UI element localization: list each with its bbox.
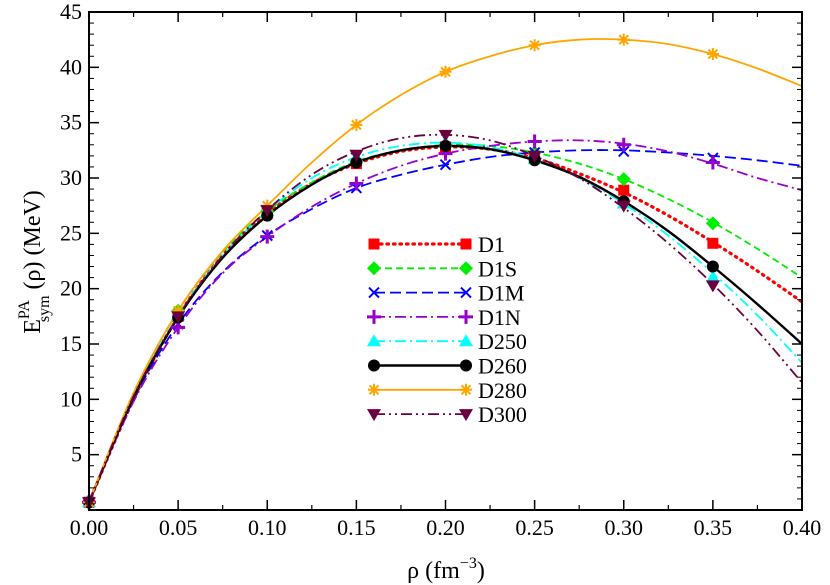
legend-marker: [367, 261, 381, 276]
legend-item-d280: D280: [368, 378, 527, 403]
series-line-d260: [89, 144, 802, 503]
y-tick-label: 15: [60, 331, 82, 356]
data-point-d280: [706, 48, 719, 61]
legend-label: D1: [478, 232, 505, 257]
x-tick-label: 0.25: [515, 515, 554, 540]
series-line-d1m: [89, 149, 802, 503]
legend-marker: [460, 383, 472, 396]
legend-item-d1: D1: [368, 232, 505, 257]
legend-marker: [459, 309, 473, 324]
data-point-d300: [349, 149, 364, 162]
legend-item-d300: D300: [367, 402, 527, 427]
y-tick-label: 25: [60, 220, 82, 245]
series-line-d1: [89, 145, 802, 504]
series-line-d250: [89, 141, 802, 503]
data-point-d1m: [439, 159, 452, 171]
y-tick-label: 10: [60, 386, 82, 411]
series-line-d300: [89, 133, 802, 503]
data-point-d1n: [616, 137, 631, 152]
data-point-d1n: [705, 155, 720, 170]
data-point-d1n: [527, 134, 542, 149]
y-tick-label: 35: [60, 110, 82, 135]
data-point-d300: [705, 280, 720, 293]
data-point-d250: [705, 270, 720, 283]
data-point-d1: [618, 184, 630, 196]
x-tick-label: 0.15: [337, 515, 376, 540]
data-point-d300: [438, 129, 453, 142]
data-point-d1n: [260, 229, 275, 244]
data-point-d300: [527, 150, 542, 163]
data-point-d280: [617, 33, 630, 46]
x-tick-label: 0.20: [426, 515, 465, 540]
y-tick-label: 45: [60, 0, 82, 24]
legend-marker: [368, 286, 380, 299]
legend-label: D280: [478, 378, 527, 403]
legend-marker: [368, 383, 380, 396]
data-point-d260: [706, 260, 719, 273]
x-tick-label: 0.30: [605, 515, 644, 540]
legend-item-d260: D260: [368, 354, 527, 379]
legend-label: D1S: [478, 256, 517, 281]
data-point-d280: [172, 304, 185, 317]
legend-label: D250: [478, 329, 527, 354]
x-tick-label: 0.05: [159, 515, 198, 540]
data-point-d1s: [616, 172, 631, 187]
legend-marker: [368, 238, 380, 250]
legend-label: D260: [478, 354, 527, 379]
y-tick-label: 5: [71, 442, 82, 467]
legend-item-d250: D250: [367, 329, 527, 354]
legend-marker: [460, 286, 472, 299]
data-point-d1: [707, 237, 719, 249]
marker-layer: [82, 33, 720, 510]
legend-item-d1n: D1N: [367, 305, 521, 330]
legend-marker: [459, 409, 473, 422]
data-point-d260: [350, 156, 363, 169]
legend-marker: [367, 334, 381, 347]
x-tick-label: 0.00: [70, 515, 109, 540]
legend-item-d1m: D1M: [368, 281, 524, 306]
data-point-d300: [616, 200, 631, 213]
legend-marker: [459, 334, 473, 347]
legend-marker: [460, 238, 472, 250]
legend-marker: [460, 359, 472, 372]
plot-frame: [88, 11, 803, 511]
y-tick-label: 30: [60, 165, 82, 190]
data-point-d280: [350, 118, 363, 131]
x-axis-label: ρ (fm−3): [407, 555, 485, 584]
series-layer: [89, 38, 802, 504]
legend-marker: [368, 359, 380, 372]
data-point-d280: [528, 39, 541, 52]
legend-item-d1s: D1S: [367, 256, 517, 281]
tick-layer: 0.00 0.05 0.10 0.15 0.20 0.25 0.30 0.35 0.40 5 10 1…: [60, 0, 821, 540]
series-line-d1s: [89, 143, 802, 503]
legend-label: D1M: [478, 281, 524, 306]
x-tick-label: 0.10: [248, 515, 287, 540]
legend-marker: [367, 309, 381, 324]
legend-marker: [367, 409, 381, 422]
x-tick-label: 0.40: [783, 515, 822, 540]
y-tick-label: 40: [60, 54, 82, 79]
data-point-d300: [260, 205, 275, 218]
legend-label: D1N: [478, 305, 521, 330]
y-axis-label: EPA sym(ρ) (MeV): [16, 190, 53, 334]
series-line-d1n: [89, 139, 802, 503]
data-point-d260: [439, 139, 452, 152]
legend-label: D300: [478, 402, 527, 427]
data-point-d280: [439, 65, 452, 78]
y-tick-label: 20: [60, 276, 82, 301]
legend-marker: [459, 261, 473, 276]
data-point-d300: [171, 311, 186, 324]
data-point-d1s: [705, 216, 720, 231]
data-point-d1n: [349, 176, 364, 191]
x-tick-label: 0.35: [694, 515, 733, 540]
series-line-d280: [89, 38, 802, 503]
